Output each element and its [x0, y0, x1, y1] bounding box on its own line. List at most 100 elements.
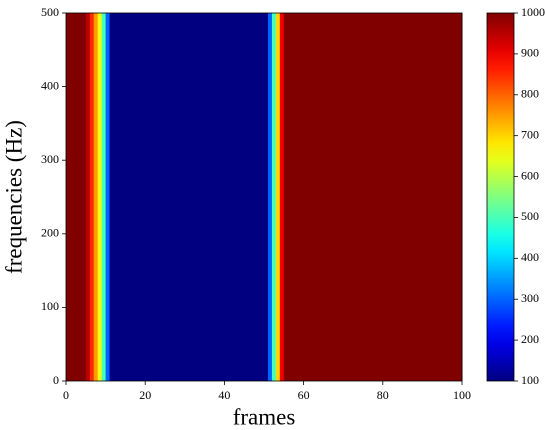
heatmap-cell [319, 13, 324, 381]
heatmap-cell [279, 13, 285, 381]
colorbar-tick-label: 700 [521, 127, 539, 141]
colorbar-tick-label: 800 [521, 87, 539, 101]
heatmap-cell [418, 13, 423, 381]
heatmap-cell [161, 13, 166, 381]
heatmap-cell [125, 13, 130, 381]
colorbar-tick-label: 600 [521, 168, 539, 182]
heatmap-cell [101, 13, 107, 381]
heatmap-cell [430, 13, 435, 381]
colorbar-tick-label: 100 [521, 373, 539, 387]
heatmap-cell [402, 13, 408, 381]
heatmap-cell [176, 13, 182, 381]
heatmap-cell [188, 13, 194, 381]
heatmap-cell [370, 13, 376, 381]
heatmap-cell [204, 13, 210, 381]
heatmap-cell [366, 13, 372, 381]
heatmap-cell [117, 13, 122, 381]
heatmap-cell [172, 13, 178, 381]
heatmap-cell [216, 13, 221, 381]
heatmap-cell [208, 13, 214, 381]
heatmap-cell [196, 13, 202, 381]
heatmap-cell [335, 13, 340, 381]
heatmap-cell [157, 13, 162, 381]
y-tick-label: 500 [41, 5, 59, 19]
x-axis-label: frames [233, 404, 296, 429]
y-tick-label: 0 [53, 373, 59, 387]
heatmap-cell [81, 13, 87, 381]
heatmap-cell [236, 13, 241, 381]
heatmap-cell [410, 13, 415, 381]
heatmap-cell [224, 13, 229, 381]
heatmap-cell [180, 13, 186, 381]
heatmap-cell [153, 13, 158, 381]
heatmap-cell [446, 13, 451, 381]
heatmap-cell [390, 13, 396, 381]
heatmap-cell [283, 13, 289, 381]
heatmap-cell [327, 13, 332, 381]
heatmap-cell [398, 13, 404, 381]
y-tick-label: 100 [41, 299, 59, 313]
heatmap-cell [386, 13, 392, 381]
heatmap-cell [438, 13, 443, 381]
heatmap-cell [89, 13, 95, 381]
heatmap-cell [113, 13, 118, 381]
heatmap-cell [355, 13, 360, 381]
heatmap-cell [359, 13, 364, 381]
heatmap-cell [275, 13, 281, 381]
heatmap-cell [307, 13, 313, 381]
heatmap-cell [141, 13, 146, 381]
heatmap-cell [378, 13, 384, 381]
heatmap-cell [315, 13, 320, 381]
heatmap-cell [73, 13, 79, 381]
heatmap-cell [347, 13, 352, 381]
heatmap-cell [149, 13, 154, 381]
heatmap-cell [264, 13, 269, 381]
heatmap-cell [351, 13, 356, 381]
heatmap-cell [291, 13, 297, 381]
heatmap-cell [133, 13, 138, 381]
heatmap-cell [69, 13, 75, 381]
heatmap-cell [200, 13, 206, 381]
heatmap-cell [414, 13, 419, 381]
heatmap-cell [260, 13, 265, 381]
colorbar-tick-label: 200 [521, 332, 539, 346]
heatmap-cell [267, 13, 273, 381]
heatmap-cell [109, 13, 115, 381]
heatmap-cell [406, 13, 412, 381]
colorbar-tick-label: 300 [521, 291, 539, 305]
heatmap [66, 13, 463, 381]
colorbar-tick-label: 1000 [521, 5, 545, 19]
x-tick-label: 80 [377, 388, 389, 402]
heatmap-cell [105, 13, 111, 381]
heatmap-cell [323, 13, 328, 381]
heatmap-cell [299, 13, 305, 381]
y-tick-label: 400 [41, 78, 59, 92]
heatmap-cell [232, 13, 237, 381]
heatmap-cell [145, 13, 150, 381]
heatmap-cell [363, 13, 368, 381]
heatmap-cell [137, 13, 142, 381]
heatmap-cell [252, 13, 257, 381]
heatmap-cell [77, 13, 83, 381]
y-tick-label: 200 [41, 226, 59, 240]
heatmap-cell [228, 13, 233, 381]
heatmap-cell [454, 13, 459, 381]
x-tick-label: 20 [139, 388, 151, 402]
heatmap-cell [220, 13, 225, 381]
heatmap-cell [287, 13, 293, 381]
heatmap-cell [244, 13, 249, 381]
y-tick-label: 300 [41, 152, 59, 166]
heatmap-cell [121, 13, 126, 381]
heatmap-cell [129, 13, 134, 381]
heatmap-cell [165, 13, 170, 381]
heatmap-cell [93, 13, 99, 381]
colorbar-tick-label: 900 [521, 46, 539, 60]
heatmap-cell [168, 13, 174, 381]
x-tick-label: 0 [63, 388, 69, 402]
x-tick-label: 100 [453, 388, 471, 402]
heatmap-cell [458, 13, 463, 381]
y-axis-label: frequencies (Hz) [1, 120, 26, 274]
heatmap-cell [192, 13, 198, 381]
heatmap-cell [442, 13, 447, 381]
